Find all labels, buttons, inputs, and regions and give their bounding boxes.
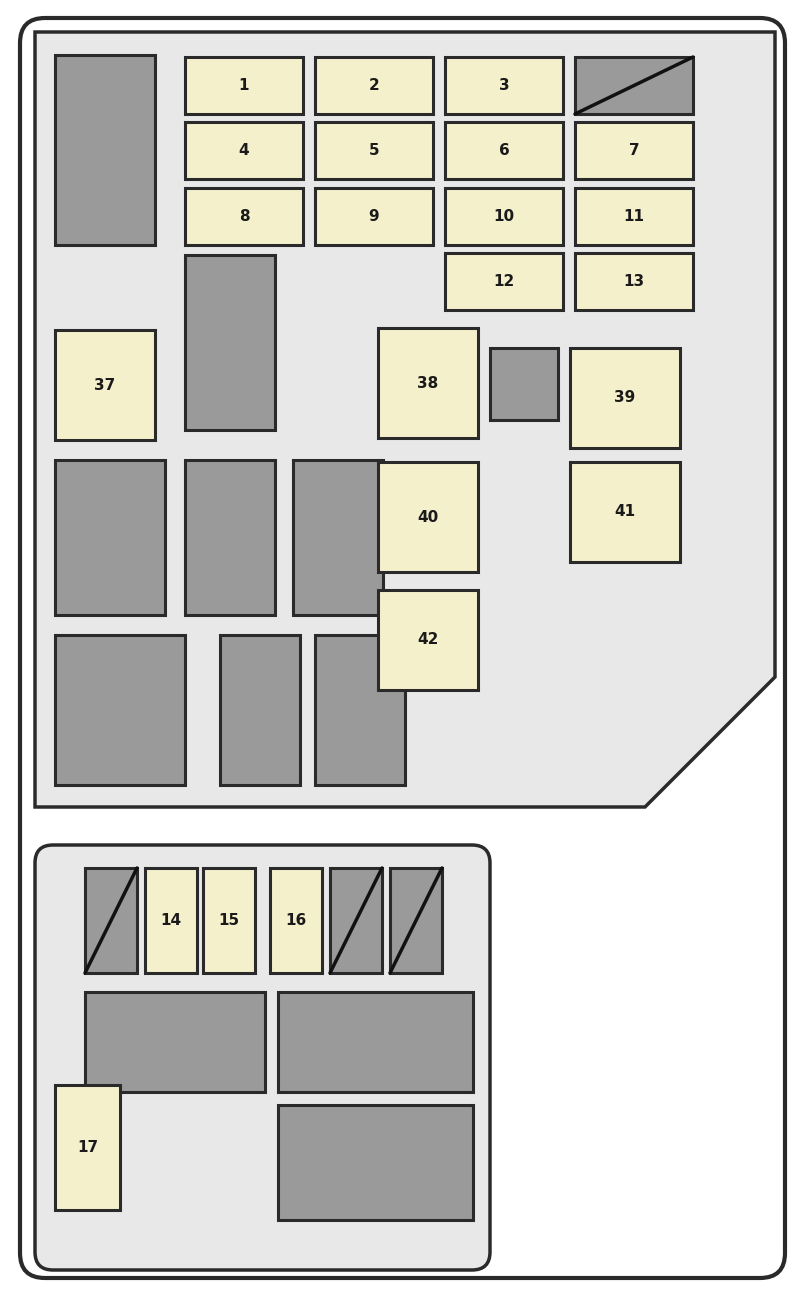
Bar bbox=[315, 57, 433, 114]
Bar bbox=[270, 868, 322, 973]
Bar bbox=[445, 253, 563, 310]
Bar bbox=[570, 461, 680, 562]
Bar bbox=[575, 188, 693, 245]
Text: 16: 16 bbox=[286, 912, 307, 928]
Text: 39: 39 bbox=[614, 390, 636, 406]
Polygon shape bbox=[35, 32, 775, 807]
Bar bbox=[278, 1105, 473, 1220]
Bar bbox=[185, 57, 303, 114]
Bar bbox=[85, 991, 265, 1093]
Bar bbox=[55, 1085, 120, 1210]
Bar bbox=[293, 460, 383, 616]
Bar bbox=[330, 868, 382, 973]
Bar bbox=[575, 122, 693, 179]
Bar bbox=[390, 868, 442, 973]
Bar bbox=[55, 54, 155, 245]
Bar bbox=[185, 460, 275, 616]
Text: 2: 2 bbox=[369, 78, 379, 93]
Bar bbox=[55, 330, 155, 441]
Text: 3: 3 bbox=[498, 78, 510, 93]
Bar bbox=[145, 868, 197, 973]
Bar bbox=[445, 122, 563, 179]
Bar bbox=[378, 590, 478, 689]
Bar bbox=[55, 635, 185, 785]
Bar bbox=[575, 57, 693, 114]
Bar bbox=[185, 255, 275, 430]
Text: 17: 17 bbox=[77, 1140, 98, 1155]
Text: 11: 11 bbox=[624, 209, 645, 224]
Text: 41: 41 bbox=[614, 504, 636, 520]
Text: 13: 13 bbox=[623, 273, 645, 289]
Text: 37: 37 bbox=[94, 377, 116, 393]
Text: 4: 4 bbox=[239, 143, 250, 158]
Text: 7: 7 bbox=[629, 143, 639, 158]
Text: 40: 40 bbox=[417, 509, 439, 525]
Bar bbox=[185, 122, 303, 179]
Bar bbox=[445, 57, 563, 114]
Text: 10: 10 bbox=[493, 209, 514, 224]
FancyBboxPatch shape bbox=[35, 845, 490, 1270]
Text: 6: 6 bbox=[498, 143, 510, 158]
Text: 42: 42 bbox=[417, 632, 439, 648]
Bar bbox=[315, 188, 433, 245]
Bar bbox=[378, 328, 478, 438]
Bar bbox=[570, 349, 680, 448]
Text: 15: 15 bbox=[218, 912, 240, 928]
Text: 1: 1 bbox=[239, 78, 250, 93]
Text: 12: 12 bbox=[493, 273, 514, 289]
Bar bbox=[378, 461, 478, 572]
Bar bbox=[185, 188, 303, 245]
Bar bbox=[315, 122, 433, 179]
FancyBboxPatch shape bbox=[20, 18, 785, 1278]
Bar bbox=[575, 253, 693, 310]
Text: 5: 5 bbox=[369, 143, 379, 158]
Bar bbox=[315, 635, 405, 785]
Text: 14: 14 bbox=[160, 912, 182, 928]
Bar bbox=[220, 635, 300, 785]
Bar bbox=[55, 460, 165, 616]
Bar bbox=[490, 349, 558, 420]
Bar bbox=[203, 868, 255, 973]
Bar bbox=[85, 868, 137, 973]
Text: 38: 38 bbox=[417, 376, 439, 390]
Bar bbox=[278, 991, 473, 1093]
Text: 9: 9 bbox=[369, 209, 379, 224]
Text: 8: 8 bbox=[239, 209, 250, 224]
Bar bbox=[445, 188, 563, 245]
